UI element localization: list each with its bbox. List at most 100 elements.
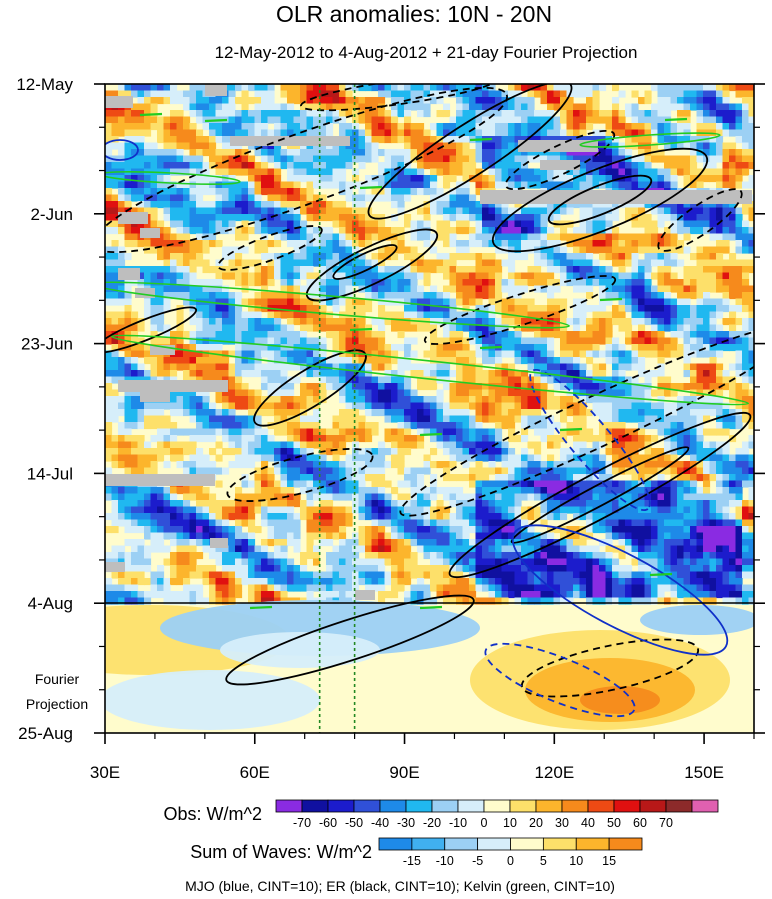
obs-cell [326, 435, 334, 443]
obs-cell [683, 175, 691, 183]
obs-cell [573, 136, 581, 144]
obs-cell [638, 168, 646, 176]
obs-cell [300, 227, 308, 235]
obs-cell [358, 142, 366, 150]
obs-cell [196, 389, 204, 397]
obs-cell [417, 168, 425, 176]
obs-cell [391, 370, 399, 378]
obs-cell [293, 298, 301, 306]
obs-cell [384, 194, 392, 202]
obs-cell [456, 246, 464, 254]
obs-cell [189, 110, 197, 118]
obs-cell [716, 350, 724, 358]
obs-cell [722, 259, 730, 267]
obs-cell [105, 110, 113, 118]
obs-cell [670, 350, 678, 358]
obs-cell [222, 448, 230, 456]
obs-cell [631, 311, 639, 319]
obs-cell [345, 181, 353, 189]
obs-cell [430, 97, 438, 105]
obs-cell [657, 103, 665, 111]
obs-cell [254, 188, 262, 196]
obs-cell [150, 175, 158, 183]
obs-cell [235, 129, 243, 137]
obs-cell [202, 461, 210, 469]
obs-cell [241, 461, 249, 469]
obs-cell [742, 246, 750, 254]
obs-cell [189, 389, 197, 397]
obs-cell [631, 233, 639, 241]
obs-cell [293, 220, 301, 228]
obs-cell [540, 214, 548, 222]
obs-cell [540, 344, 548, 352]
obs-cell [605, 415, 613, 423]
obs-cell [287, 389, 295, 397]
obs-cell [300, 201, 308, 209]
obs-cell [417, 259, 425, 267]
obs-cell [222, 363, 230, 371]
obs-cell [482, 409, 490, 417]
obs-cell [729, 415, 737, 423]
obs-cell [378, 136, 386, 144]
obs-cell [631, 279, 639, 287]
obs-cell [508, 123, 516, 131]
obs-cell [482, 396, 490, 404]
obs-cell [709, 266, 717, 274]
obs-cell [501, 311, 509, 319]
obs-cell [508, 168, 516, 176]
obs-cell [280, 188, 288, 196]
obs-cell [124, 318, 132, 326]
obs-cell [352, 305, 360, 313]
obs-cell [605, 344, 613, 352]
obs-cell [124, 324, 132, 332]
obs-cell [124, 175, 132, 183]
obs-cell [332, 279, 340, 287]
obs-cell [488, 123, 496, 131]
obs-cell [300, 454, 308, 462]
obs-cell [287, 266, 295, 274]
obs-cell [137, 123, 145, 131]
obs-cell [176, 162, 184, 170]
obs-cell [670, 298, 678, 306]
obs-cell [267, 149, 275, 157]
obs-cell [365, 383, 373, 391]
obs-cell [332, 376, 340, 384]
obs-cell [241, 155, 249, 163]
obs-cell [131, 136, 139, 144]
obs-cell [716, 233, 724, 241]
obs-cell [124, 240, 132, 248]
obs-cell [124, 422, 132, 430]
obs-cell [196, 292, 204, 300]
obs-cell [352, 155, 360, 163]
obs-cell [709, 298, 717, 306]
obs-cell [527, 337, 535, 345]
obs-cell [566, 97, 574, 105]
obs-cell [462, 441, 470, 449]
plot-area [105, 84, 754, 733]
obs-cell [547, 279, 555, 287]
obs-cell [176, 246, 184, 254]
obs-cell [748, 162, 754, 170]
obs-cell [241, 331, 249, 339]
obs-cell [508, 259, 516, 267]
obs-cell [319, 181, 327, 189]
obs-cell [378, 116, 386, 124]
obs-cell [222, 350, 230, 358]
obs-cell [677, 402, 685, 410]
obs-cell [176, 318, 184, 326]
obs-cell [215, 175, 223, 183]
obs-cell [423, 201, 431, 209]
obs-cell [540, 123, 548, 131]
obs-cell [228, 162, 236, 170]
obs-cell [157, 194, 165, 202]
obs-cell [417, 266, 425, 274]
obs-cell [339, 318, 347, 326]
obs-cell [683, 155, 691, 163]
obs-cell [306, 103, 314, 111]
obs-cell [683, 337, 691, 345]
obs-cell [202, 188, 210, 196]
obs-cell [417, 298, 425, 306]
obs-cell [716, 84, 724, 92]
obs-cell [488, 168, 496, 176]
obs-cell [371, 337, 379, 345]
